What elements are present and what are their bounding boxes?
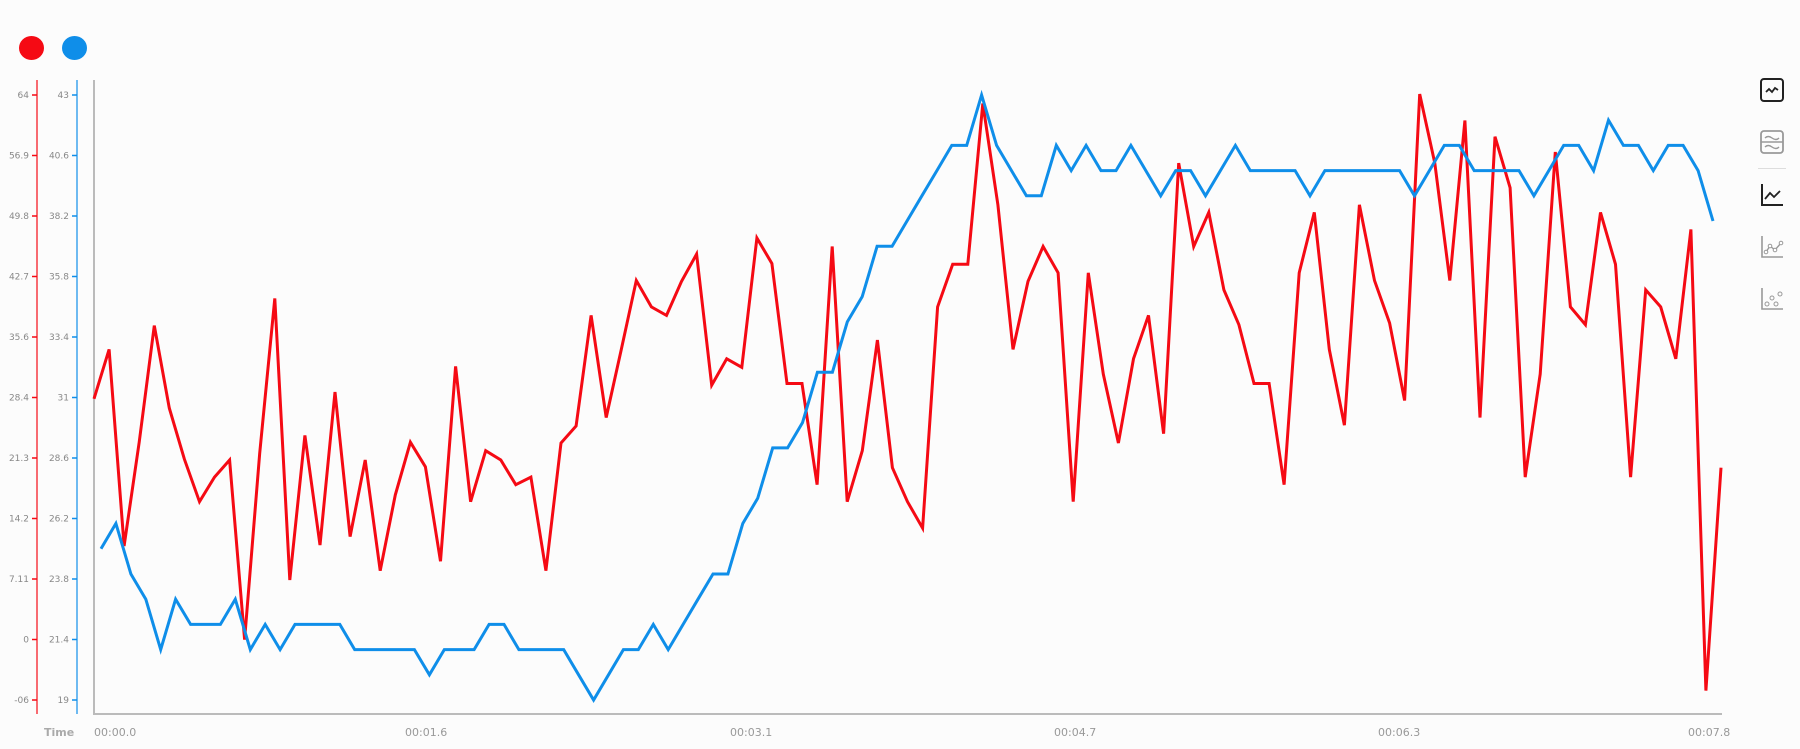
x-axis-tick-label: 00:06.3 bbox=[1378, 726, 1420, 739]
chart-type-toolbar bbox=[1758, 76, 1794, 337]
y-axis-2-tick-label: 19 bbox=[58, 696, 70, 706]
line-chart-framed-icon[interactable] bbox=[1758, 76, 1786, 104]
scatter-chart-icon[interactable] bbox=[1758, 285, 1786, 313]
y-axis-2-tick-label: 40.6 bbox=[49, 152, 69, 162]
y-axis-2-tick-label: 35.8 bbox=[49, 273, 69, 283]
y-axis-1-tick-label: 28.4 bbox=[9, 394, 29, 404]
y-axis-1-tick-label: 42.7 bbox=[9, 273, 29, 283]
legend-series-1-dot[interactable] bbox=[19, 36, 44, 60]
x-axis-tick-label: 00:00.0 bbox=[94, 726, 136, 739]
y-axis-1-tick-label: 49.8 bbox=[9, 212, 29, 222]
y-axis-2-tick-label: 21.4 bbox=[49, 636, 69, 646]
x-axis-label: Time bbox=[44, 726, 74, 739]
x-axis-tick-label: 00:01.6 bbox=[405, 726, 447, 739]
y-axis-1-tick-label: 14.2 bbox=[9, 515, 29, 525]
y-axis-2-tick-label: 33.4 bbox=[49, 333, 69, 343]
y-axis-1-tick-label: 0 bbox=[23, 636, 29, 646]
y-axis-2-tick-label: 28.6 bbox=[49, 454, 69, 464]
y-axis-1-tick-label: 56.9 bbox=[9, 152, 29, 162]
y-axis-2-tick-label: 43 bbox=[58, 91, 69, 101]
line-points-chart-icon[interactable] bbox=[1758, 233, 1786, 261]
y-axis-1-tick-label: 21.3 bbox=[9, 454, 29, 464]
y-axis-1-tick-label: 64 bbox=[18, 91, 30, 101]
split-line-chart-icon[interactable] bbox=[1758, 128, 1786, 156]
y-axis-2-tick-label: 23.8 bbox=[49, 575, 69, 585]
y-axis-1-tick-label: 35.6 bbox=[9, 333, 29, 343]
series-1-line bbox=[92, 93, 1723, 691]
plot-frame bbox=[93, 80, 1722, 715]
y-axis-2-tick-label: 31 bbox=[58, 394, 69, 404]
line-chart-icon[interactable] bbox=[1758, 181, 1786, 209]
y-axis-1-tick-label: -06 bbox=[14, 696, 29, 706]
x-axis-tick-label: 00:03.1 bbox=[730, 726, 772, 739]
x-axis-tick-label: 00:07.8 bbox=[1688, 726, 1730, 739]
legend-series-2-dot[interactable] bbox=[62, 36, 87, 60]
y-axis-2-tick-label: 38.2 bbox=[49, 212, 69, 222]
x-axis-tick-label: 00:04.7 bbox=[1054, 726, 1096, 739]
toolbar-divider bbox=[1758, 168, 1786, 169]
series-2-line bbox=[99, 89, 1715, 703]
y-axis-1-tick-label: 7.11 bbox=[9, 575, 29, 585]
y-axis-2-tick-label: 26.2 bbox=[49, 515, 69, 525]
